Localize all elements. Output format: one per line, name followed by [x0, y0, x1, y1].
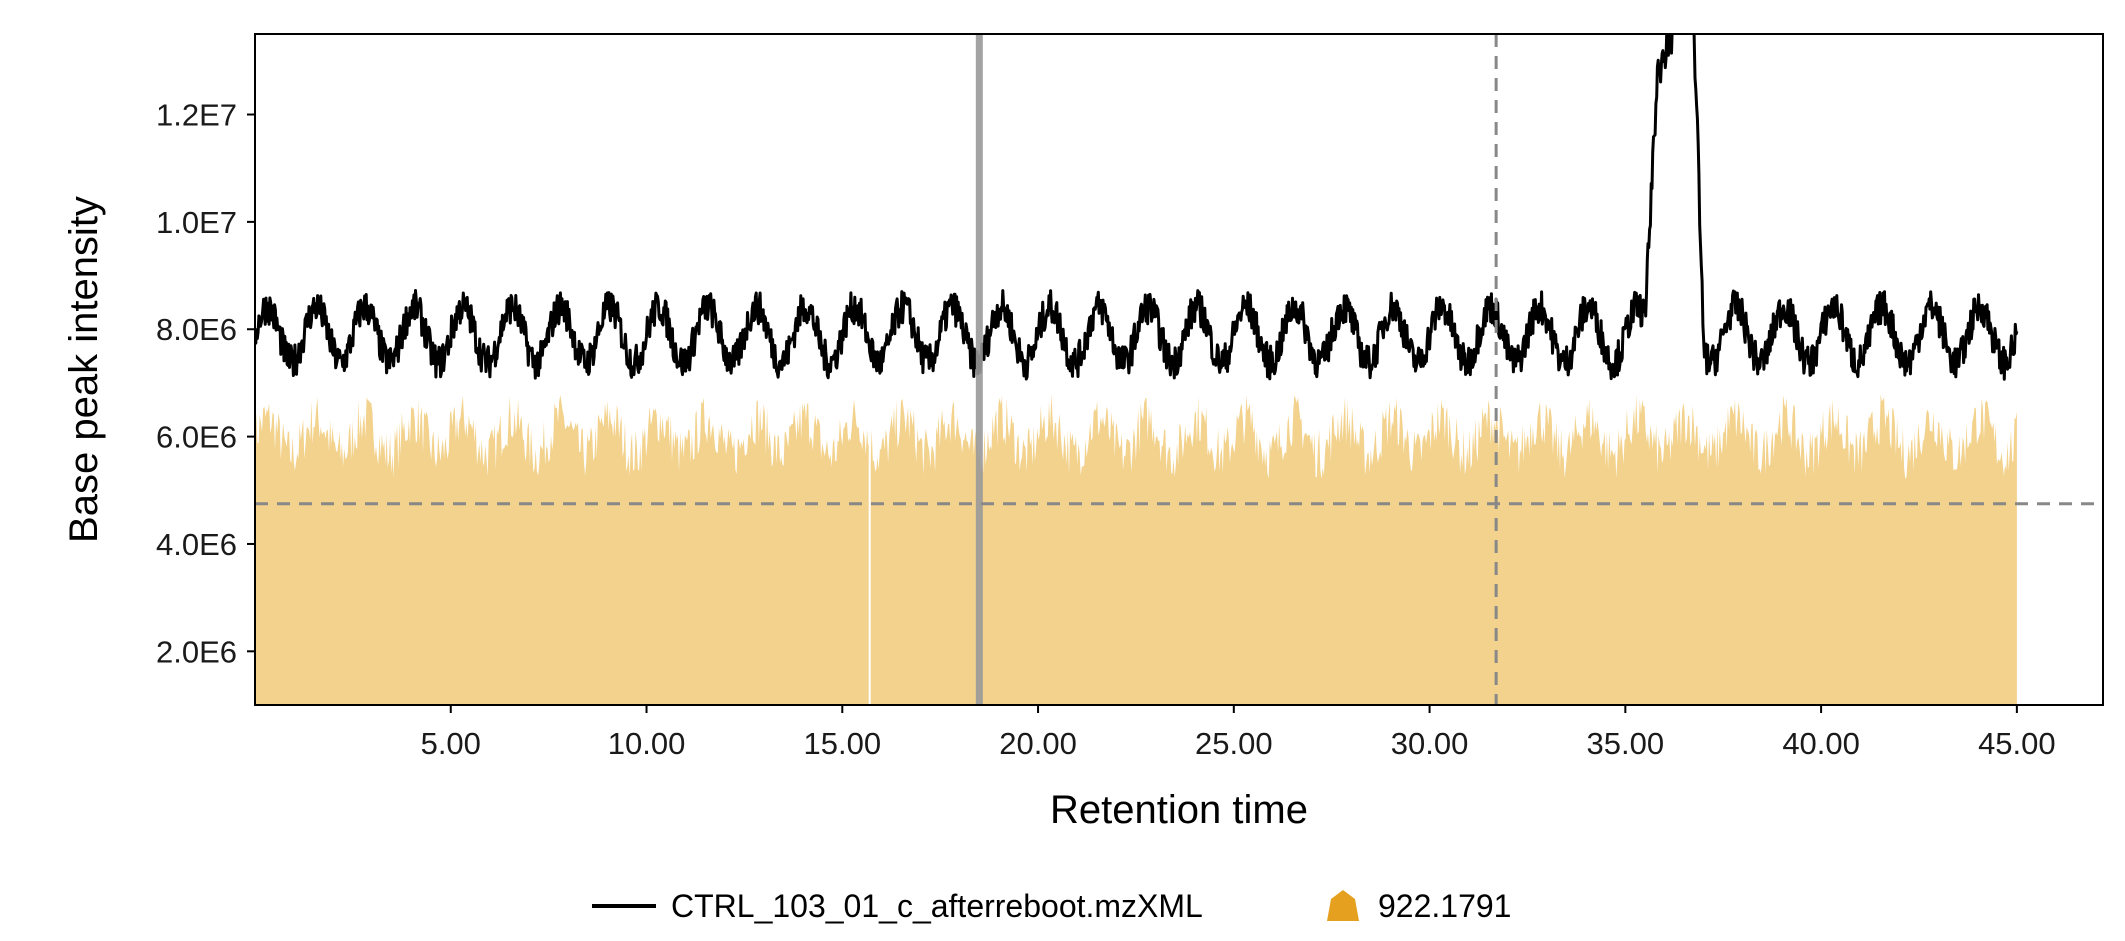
- legend-area-label: 922.1791: [1378, 888, 1511, 924]
- area-series-922-1791: [255, 393, 2017, 705]
- y-tick-label: 1.0E7: [156, 205, 237, 240]
- x-tick-label: 40.00: [1782, 726, 1860, 761]
- y-tick-label: 8.0E6: [156, 312, 237, 347]
- y-axis: 2.0E6 4.0E6 6.0E6 8.0E6 1.0E7 1.2E7: [156, 98, 255, 669]
- x-tick-label: 35.00: [1587, 726, 1665, 761]
- x-tick-label: 15.00: [803, 726, 881, 761]
- y-tick-label: 2.0E6: [156, 634, 237, 669]
- x-tick-label: 30.00: [1391, 726, 1469, 761]
- x-axis-title: Retention time: [1050, 788, 1308, 832]
- line-series-ctrl-103: [255, 34, 2019, 381]
- area-series-layer: [255, 393, 2017, 705]
- x-tick-label: 25.00: [1195, 726, 1273, 761]
- y-axis-title: Base peak intensity: [62, 196, 106, 543]
- y-tick-label: 4.0E6: [156, 527, 237, 562]
- legend-area-swatch: [1327, 890, 1359, 921]
- x-tick-label: 20.00: [999, 726, 1077, 761]
- legend: CTRL_103_01_c_afterreboot.mzXML 922.1791: [592, 888, 1511, 924]
- line-series-layer: [255, 34, 2019, 381]
- x-tick-label: 10.00: [608, 726, 686, 761]
- legend-line-label: CTRL_103_01_c_afterreboot.mzXML: [671, 888, 1203, 924]
- reference-lines-layer: [255, 34, 2103, 705]
- y-tick-label: 1.2E7: [156, 98, 237, 133]
- x-axis: 5.00 10.00 15.00 20.00 25.00 30.00 35.00 40.00 4…: [421, 705, 2056, 761]
- x-tick-label: 45.00: [1978, 726, 2056, 761]
- y-tick-label: 6.0E6: [156, 420, 237, 455]
- plot-frame: [254, 33, 2104, 706]
- x-tick-label: 5.00: [421, 726, 481, 761]
